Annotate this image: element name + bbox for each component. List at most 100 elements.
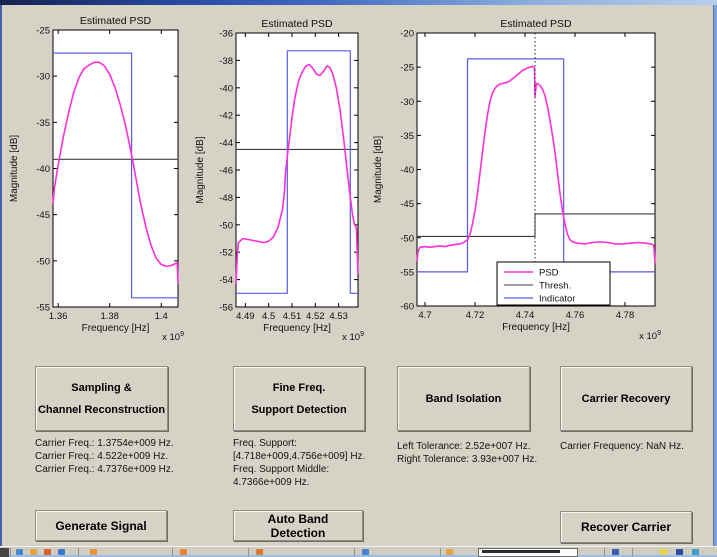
y-tick-label: -30 [400, 97, 414, 108]
y-tick-label: -40 [36, 164, 50, 175]
y-tick-label: -50 [400, 233, 414, 244]
button-label-line: Sampling & [71, 381, 132, 394]
series-indicator [53, 52, 178, 299]
taskbar-app-icon[interactable] [676, 549, 683, 555]
x-tick-label: 4.76 [566, 310, 585, 321]
band-isolation-button[interactable]: Band Isolation [397, 366, 530, 431]
taskbar-app-icon[interactable] [90, 549, 97, 555]
x-axis-label: Frequency [Hz] [263, 323, 331, 334]
sampling-channel-reconstruction-button[interactable]: Sampling & Channel Reconstruction [35, 366, 168, 431]
y-axis-label: Magnitude [dB] [195, 136, 206, 203]
y-tick-label: -52 [219, 248, 233, 259]
taskbar-separator [10, 548, 11, 556]
y-tick-label: -54 [219, 275, 233, 286]
freq-support-info: Freq. Support: [4.718e+009,4.756e+009] H… [233, 437, 365, 489]
x-tick-label: 4.52 [306, 311, 325, 322]
button-label-line: Carrier Recovery [581, 392, 671, 405]
info-line: Carrier Freq.: 4.7376e+009 Hz. [35, 464, 174, 475]
y-tick-label: -40 [400, 165, 414, 176]
y-tick-label: -50 [219, 220, 233, 231]
taskbar[interactable] [0, 546, 717, 557]
series-psd [416, 65, 656, 264]
legend-entry-thresh: Thresh. [539, 281, 571, 292]
taskbar-app-icon[interactable] [44, 549, 51, 555]
info-line: Carrier Frequency: NaN Hz. [560, 441, 684, 452]
taskbar-separator [440, 548, 441, 556]
y-tick-label: -44 [219, 138, 233, 149]
y-tick-label: -25 [400, 63, 414, 74]
taskbar-app-icon[interactable] [692, 549, 699, 555]
taskbar-app-icon[interactable] [256, 549, 263, 555]
button-label-line: Support Detection [251, 403, 347, 416]
info-line: 4.7366e+009 Hz. [233, 477, 310, 488]
y-tick-label: -50 [36, 256, 50, 267]
info-line: Freq. Support: [233, 438, 297, 449]
info-line: Carrier Freq.: 1.3754e+009 Hz. [35, 438, 174, 449]
y-tick-label: -46 [219, 166, 233, 177]
series-psd [235, 63, 359, 284]
generate-signal-button[interactable]: Generate Signal [35, 510, 167, 541]
taskbar-app-icon[interactable] [30, 549, 37, 555]
axis-offset-label: x 109 [342, 331, 364, 343]
button-label-line: Fine Freq. [272, 381, 326, 394]
psd-chart-1: 1.36 1.38 1.4 -25 -30 -35 -40 -45 -50 -55 Estimate… [9, 15, 184, 343]
x-tick-label: 1.36 [49, 311, 68, 322]
x-tick-label: 4.51 [283, 311, 302, 322]
taskbar-app-icon[interactable] [612, 549, 619, 555]
info-line: Right Tolerance: 3.93e+007 Hz. [397, 454, 538, 465]
info-line: Left Tolerance: 2.52e+007 Hz. [397, 441, 531, 452]
y-tick-label: -45 [36, 210, 50, 221]
carrier-freq-info: Carrier Freq.: 1.3754e+009 Hz. Carrier F… [35, 437, 174, 476]
taskbar-separator [172, 548, 173, 556]
y-axis-label: Magnitude [dB] [9, 135, 20, 202]
y-tick-label: -20 [400, 29, 414, 40]
y-tick-label: -48 [219, 193, 233, 204]
taskbar-app-icon[interactable] [180, 549, 187, 555]
x-tick-label: 4.74 [516, 310, 535, 321]
taskbar-app-icon[interactable] [362, 549, 369, 555]
taskbar-app-icon[interactable] [58, 549, 65, 555]
taskbar-app-icon[interactable] [660, 549, 667, 555]
y-axis-label: Magnitude [dB] [373, 136, 384, 203]
taskbar-app-icon[interactable] [446, 549, 453, 555]
series-indicator [236, 50, 358, 294]
taskbar-app-icon[interactable] [16, 549, 23, 555]
carrier-recovery-button[interactable]: Carrier Recovery [560, 366, 692, 431]
psd-chart-3: 4.7 4.72 4.74 4.76 4.78 -20 -25 -30 -35 -40 -45 -50… [373, 18, 661, 342]
start-button-stub[interactable] [0, 548, 9, 557]
y-tick-label: -25 [36, 26, 50, 37]
x-tick-label: 1.38 [100, 311, 119, 322]
recover-carrier-button[interactable]: Recover Carrier [560, 511, 692, 543]
x-tick-label: 1.4 [155, 311, 168, 322]
y-tick-label: -35 [36, 118, 50, 129]
taskbar-separator [354, 548, 355, 556]
taskbar-separator [604, 548, 605, 556]
taskbar-separator [632, 548, 633, 556]
info-line: [4.718e+009,4.756e+009] Hz. [233, 451, 366, 462]
axis-offset-label: x 109 [639, 330, 661, 342]
x-tick-label: 4.53 [329, 311, 348, 322]
chart-title: Estimated PSD [80, 15, 152, 27]
series-psd [52, 61, 179, 284]
chart-title: Estimated PSD [500, 18, 572, 30]
x-axis-label: Frequency [Hz] [82, 323, 150, 334]
y-tick-label: -30 [36, 72, 50, 83]
window-titlebar[interactable] [0, 0, 717, 5]
window-border-left [0, 5, 2, 547]
y-tick-label: -55 [400, 267, 414, 278]
taskbar-separator [78, 548, 79, 556]
auto-band-detection-button[interactable]: Auto Band Detection [233, 510, 363, 541]
legend-entry-indicator: Indicator [539, 294, 575, 305]
active-task-button[interactable] [478, 548, 578, 557]
y-tick-label: -36 [219, 29, 233, 40]
taskbar-separator [248, 548, 249, 556]
y-tick-label: -38 [219, 56, 233, 67]
fine-freq-support-detection-button[interactable]: Fine Freq. Support Detection [233, 366, 365, 431]
x-tick-label: 4.72 [466, 310, 485, 321]
button-label-line: Band Isolation [425, 392, 502, 405]
x-tick-label: 4.78 [616, 310, 635, 321]
y-tick-label: -42 [219, 111, 233, 122]
axis-offset-label: x 109 [162, 331, 184, 343]
legend-entry-psd: PSD [539, 268, 559, 279]
